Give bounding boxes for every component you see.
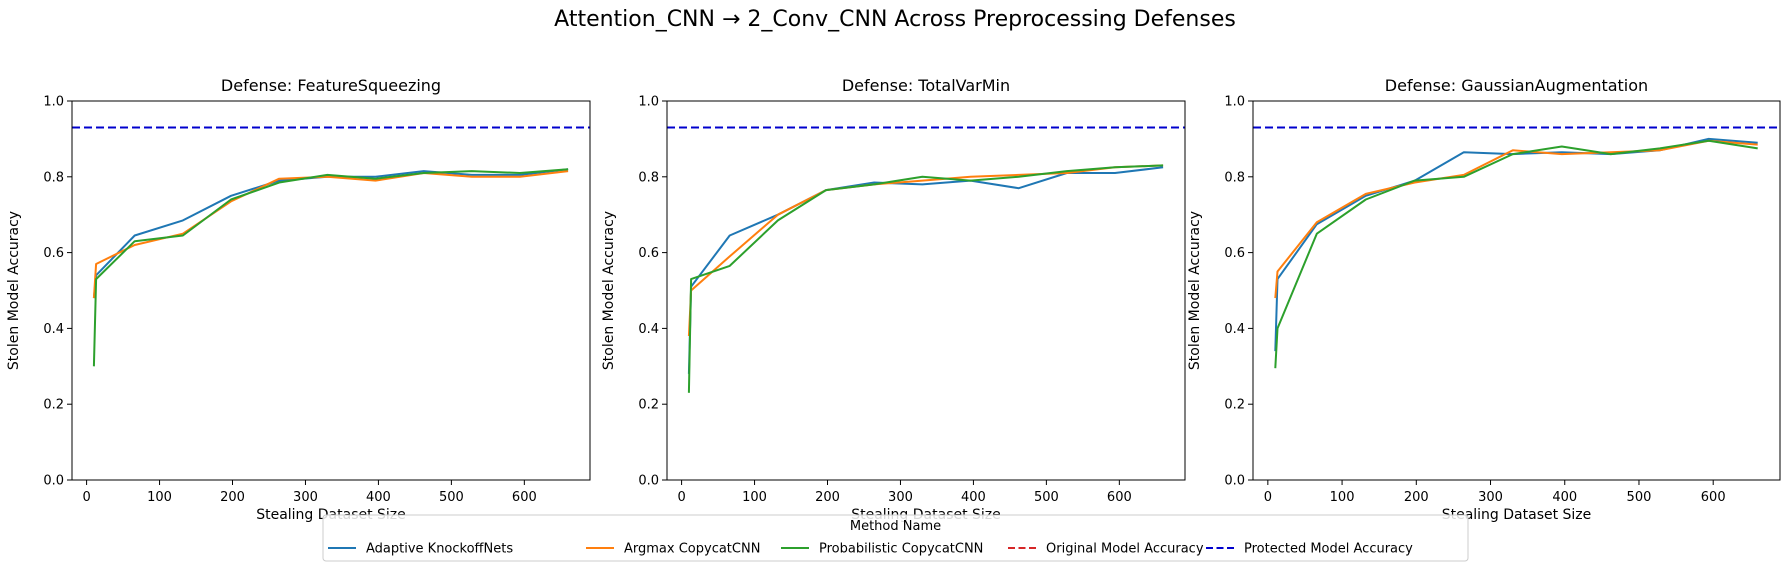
series-line-adaptive-knockoffnets — [687, 166, 1164, 374]
x-tick-label: 500 — [1627, 490, 1652, 505]
series-line-probabilistic-copycatcnn — [687, 164, 1164, 393]
y-tick-label: 0.4 — [638, 322, 659, 337]
y-axis-label: Stolen Model Accuracy — [6, 211, 22, 370]
series-line-argmax-copycatcnn — [687, 164, 1164, 337]
x-tick-label: 0 — [1264, 490, 1272, 505]
series-line-probabilistic-copycatcnn — [1274, 139, 1758, 369]
x-axis-label: Stealing Dataset Size — [1442, 507, 1592, 523]
y-tick-label: 0.4 — [43, 322, 64, 337]
x-tick-label: 300 — [293, 490, 318, 505]
legend-label: Original Model Accuracy — [1046, 542, 1204, 557]
legend: Method Name Adaptive KnockoffNets Argmax C… — [322, 514, 1469, 562]
series-line-argmax-copycatcnn — [92, 170, 569, 299]
series-line-adaptive-knockoffnets — [1274, 137, 1758, 352]
subplot-3: Defense: GaussianAugmentation 0.0 0.2 0.4 0.… — [1187, 76, 1781, 523]
x-tick-label: 500 — [439, 490, 464, 505]
y-axis-label: Stolen Model Accuracy — [1187, 211, 1203, 370]
y-tick-label: 1.0 — [1224, 95, 1245, 110]
y-tick-label: 0.0 — [43, 474, 64, 489]
legend-label: Protected Model Accuracy — [1244, 542, 1413, 557]
y-tick-label: 0.2 — [1224, 398, 1245, 413]
legend-entry: Protected Model Accuracy — [1206, 542, 1413, 557]
legend-label: Adaptive KnockoffNets — [366, 542, 513, 557]
subplot-2: Defense: TotalVarMin 0.0 0.2 0.4 0.6 0.8 1.0 0 1… — [601, 76, 1186, 523]
x-tick-label: 200 — [815, 490, 840, 505]
x-tick-label: 400 — [1552, 490, 1577, 505]
axes-frame — [1252, 100, 1781, 481]
x-tick-label: 200 — [220, 490, 245, 505]
y-tick-label: 0.2 — [43, 398, 64, 413]
subplot-1: Defense: FeatureSqueezing 0.0 0.2 0.4 0.6 0.8… — [6, 76, 591, 523]
x-tick-label: 500 — [1034, 490, 1059, 505]
x-tick-label: 200 — [1404, 490, 1429, 505]
legend-entry: Argmax CopycatCNN — [586, 542, 760, 557]
subplots: Defense: FeatureSqueezing 0.0 0.2 0.4 0.6 0.8… — [6, 76, 1781, 523]
x-tick-label: 0 — [677, 490, 685, 505]
y-tick-label: 0.8 — [638, 170, 659, 185]
subplot-title: Defense: FeatureSqueezing — [221, 76, 441, 95]
x-tick-label: 100 — [147, 490, 172, 505]
y-tick-label: 0.8 — [43, 170, 64, 185]
legend-entry: Adaptive KnockoffNets — [328, 542, 513, 557]
x-tick-label: 400 — [366, 490, 391, 505]
x-tick-label: 600 — [1701, 490, 1726, 505]
y-axis-label: Stolen Model Accuracy — [601, 211, 617, 370]
plot-area — [667, 126, 1185, 393]
legend-label: Argmax CopycatCNN — [624, 542, 760, 557]
x-tick-label: 300 — [888, 490, 913, 505]
y-tick-label: 0.4 — [1224, 322, 1245, 337]
x-tick-label: 0 — [82, 490, 90, 505]
y-tick-label: 1.0 — [43, 95, 64, 110]
y-tick-label: 1.0 — [638, 95, 659, 110]
x-tick-label: 600 — [512, 490, 537, 505]
plot-area — [1253, 126, 1780, 369]
y-tick-label: 0.0 — [1224, 474, 1245, 489]
series-line-probabilistic-copycatcnn — [92, 168, 569, 367]
figure-title: Attention_CNN → 2_Conv_CNN Across Prepro… — [554, 7, 1236, 32]
legend-label: Probabilistic CopycatCNN — [819, 542, 983, 557]
x-tick-label: 100 — [742, 490, 767, 505]
y-tick-label: 0.6 — [638, 246, 659, 261]
series-line-adaptive-knockoffnets — [92, 168, 569, 299]
axes-frame — [666, 100, 1186, 481]
y-tick-label: 0.6 — [1224, 246, 1245, 261]
y-tick-label: 0.8 — [1224, 170, 1245, 185]
legend-title: Method Name — [850, 519, 941, 534]
x-tick-label: 600 — [1107, 490, 1132, 505]
x-tick-label: 400 — [961, 490, 986, 505]
plot-area — [72, 126, 590, 367]
y-tick-label: 0.0 — [638, 474, 659, 489]
subplot-title: Defense: GaussianAugmentation — [1385, 76, 1648, 95]
legend-entry: Probabilistic CopycatCNN — [781, 542, 983, 557]
legend-box — [322, 514, 1469, 562]
y-tick-label: 0.6 — [43, 246, 64, 261]
x-tick-label: 300 — [1478, 490, 1503, 505]
y-tick-label: 0.2 — [638, 398, 659, 413]
axes-frame — [71, 100, 591, 481]
subplot-title: Defense: TotalVarMin — [842, 76, 1010, 95]
series-line-argmax-copycatcnn — [1274, 139, 1758, 299]
legend-entry: Original Model Accuracy — [1008, 542, 1204, 557]
x-tick-label: 100 — [1330, 490, 1355, 505]
